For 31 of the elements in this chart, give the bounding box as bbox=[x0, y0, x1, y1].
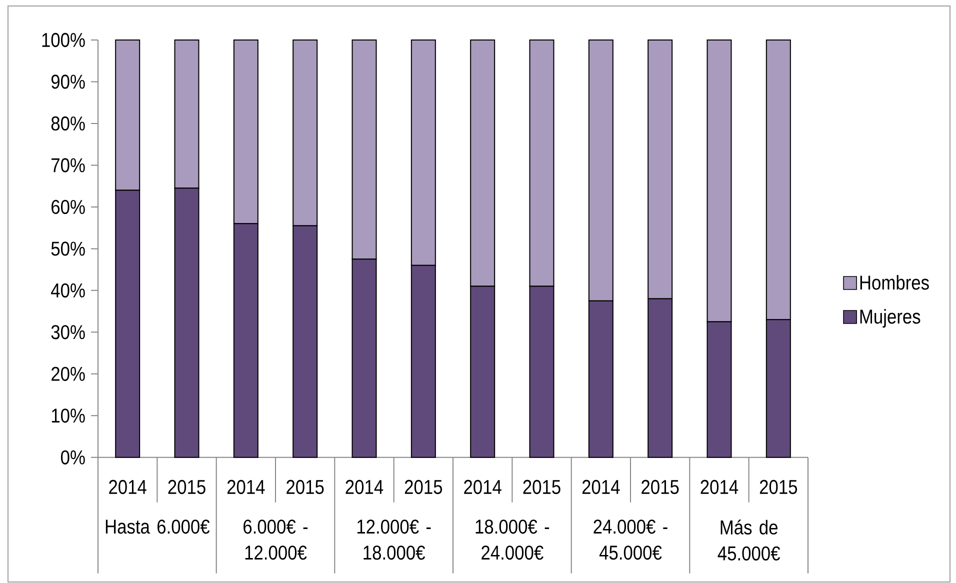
text: Más de 45.000€ bbox=[718, 520, 780, 560]
y-tick-label: 100% bbox=[42, 32, 85, 48]
x-tick-label: 2014 bbox=[227, 480, 265, 494]
y-tick-label: 50% bbox=[51, 242, 85, 256]
y-tick-label: 30% bbox=[51, 325, 85, 340]
text: 6.000€ - 12.000€ bbox=[244, 520, 308, 560]
y-tick-label: 60% bbox=[52, 200, 85, 214]
legend-label: Mujeres bbox=[860, 309, 920, 328]
y-tick-label: 20% bbox=[52, 366, 85, 381]
x-tick-label: 2014 bbox=[346, 480, 384, 494]
text: Hasta 6.000€ bbox=[106, 520, 210, 534]
x-tick-label: 2015 bbox=[760, 480, 798, 494]
x-tick-label: 2014 bbox=[464, 480, 502, 494]
y-tick-label: 80% bbox=[51, 116, 85, 131]
y-tick-label: 0% bbox=[61, 450, 85, 464]
x-tick-label: 2014 bbox=[109, 480, 146, 494]
x-tick-label: 2014 bbox=[582, 480, 620, 494]
x-tick-label: 2015 bbox=[523, 480, 560, 494]
text: 18.000€ - 24.000€ bbox=[476, 520, 550, 560]
x-tick-label: 2014 bbox=[700, 480, 738, 494]
y-tick-label: 90% bbox=[51, 74, 85, 89]
y-tick-label: 40% bbox=[51, 283, 85, 298]
legend-label: Hombres bbox=[860, 275, 929, 290]
x-tick-label: 2015 bbox=[642, 480, 679, 494]
x-tick-label: 2015 bbox=[404, 480, 442, 494]
y-tick-label: 70% bbox=[52, 158, 85, 172]
text: 12.000€ - 18.000€ bbox=[357, 520, 431, 560]
text: 24.000€ - 45.000€ bbox=[594, 520, 668, 560]
x-tick-label: 2015 bbox=[168, 480, 206, 494]
y-tick-label: 10% bbox=[52, 408, 85, 423]
x-tick-label: 2015 bbox=[286, 480, 324, 494]
